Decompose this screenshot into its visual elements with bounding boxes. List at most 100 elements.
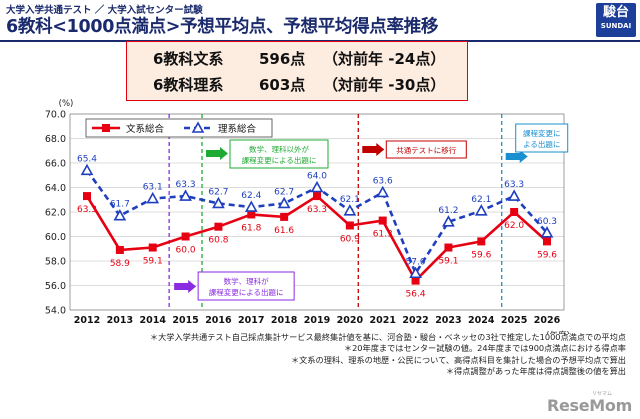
x-tick-label: 2014 [139,315,166,326]
data-label: 61.7 [110,200,130,210]
y-tick-label: 70.0 [45,110,66,121]
legend-marker-rikei [191,121,205,133]
data-label: 63.3 [176,180,196,190]
data-point-bunkei [115,245,124,254]
data-point-bunkei [411,276,420,285]
data-point-rikei [474,204,488,216]
data-point-bunkei [247,210,256,219]
data-label: 59.6 [471,250,491,260]
data-label: 61.6 [274,226,294,236]
annotation-arrow [174,280,197,293]
data-label: 56.4 [406,290,426,300]
x-tick-label: 2017 [238,315,264,326]
data-point-rikei [507,189,521,201]
summary-score: 603点 [259,76,306,94]
sundai-logo: 駿台 SUNDAI [596,3,636,37]
data-point-bunkei [280,212,289,221]
data-point-rikei [343,204,357,216]
footnotes: ＊大学入学共通テスト自己採点集計サービス最終集計値を基に、河合塾・駿台・ベネッセ… [150,332,626,377]
x-tick-label: 2015 [172,315,198,326]
annotation-text: 数学、理科が [224,276,269,286]
summary-box: 6教科文系 596点 （対前年 -24点） 6教科理系 603点 （対前年 -3… [126,41,468,101]
data-label: 57.0 [406,257,426,267]
summary-label: 6教科理系 [153,76,224,94]
data-point-bunkei [313,192,321,201]
y-axis-label: (%) [59,99,74,109]
x-tick-label: 2021 [369,315,395,326]
data-label: 63.3 [307,205,327,215]
data-point-rikei [409,266,422,279]
data-label: 62.4 [241,191,261,201]
annotation-arrow [362,143,385,156]
x-axis-label: (年度) [546,330,570,334]
data-point-bunkei [444,243,453,252]
data-point-rikei [310,180,324,193]
annotation-arrow [206,147,228,160]
data-label: 63.1 [143,183,163,193]
legend-box [85,118,273,138]
legend-marker-bunkei [102,124,110,132]
annotation-box [229,139,329,169]
x-tick-label: 2012 [74,315,100,326]
data-label: 60.3 [537,217,557,227]
data-label: 62.1 [471,195,491,205]
data-point-rikei [113,209,127,221]
x-tick-label: 2022 [402,315,428,326]
legend-label-rikei: 理系総合 [218,123,257,135]
annotation-box [515,123,569,153]
data-label: 61.8 [241,223,261,233]
footnote: ＊大学入学共通テスト自己採点集計サービス最終集計値を基に、河合塾・駿台・ベネッセ… [149,332,626,342]
header: 大学入学共通テスト ／ 大学入試センター試験 6教科<1000点満点>予想平均点… [0,0,640,44]
annotation-text: 数学、理科以外が [249,144,309,154]
footnote: ＊20年度まではセンター試験の値。24年度までは900点満点における得点率 [343,343,626,354]
page-subtitle: 大学入学共通テスト ／ 大学入試センター試験 [6,5,203,16]
data-point-rikei [179,189,192,201]
data-label: 61.3 [373,230,393,240]
data-label: 59.1 [143,257,163,267]
data-label: 65.4 [77,154,97,164]
y-tick-label: 66.0 [45,159,66,170]
y-tick-label: 64.0 [45,183,66,194]
data-point-rikei [244,200,258,212]
y-tick-label: 54.0 [45,306,66,317]
data-label: 61.2 [438,206,458,216]
legend-label-bunkei: 文系総合 [126,123,165,135]
plot-frame [69,113,565,311]
x-tick-label: 2013 [107,315,133,326]
x-tick-label: 2020 [337,315,364,326]
x-tick-label: 2016 [205,315,232,326]
logo-main-text: 駿台 [602,5,629,20]
y-tick-label: 58.0 [45,257,66,268]
y-tick-label: 68.0 [45,134,66,145]
data-point-bunkei [510,208,519,216]
data-point-bunkei [543,237,551,246]
data-point-rikei [376,185,390,198]
watermark-small: リセマム [591,391,612,397]
data-label: 59.1 [438,257,458,267]
annotation-text: 課程変更による出題に [242,155,317,165]
data-point-rikei [146,191,160,204]
data-point-rikei [540,226,554,238]
page-title: 6教科<1000点満点>予想平均点、予想平均得点率推移 [6,17,439,37]
summary-diff: （対前年 -24点） [323,50,446,68]
score-rate-line-chart: 54.0 56.0 58.0 60.0 62.0 64.0 66.0 68.0 70.0(%) 2… [45,99,570,334]
data-point-rikei [212,196,225,209]
annotation-text: 課程変更による出題に [209,287,284,297]
data-label: 59.6 [537,250,557,260]
data-label: 60.9 [340,234,360,244]
data-label: 63.3 [77,205,97,215]
data-point-rikei [80,163,94,176]
resemom-watermark: ReseMom [546,396,632,415]
data-point-rikei [442,215,455,227]
data-label: 63.3 [504,180,524,190]
data-label: 62.7 [274,187,294,197]
data-label: 64.0 [307,172,327,182]
annotation-box [197,271,295,301]
data-point-bunkei [214,222,223,231]
data-point-bunkei [345,221,354,230]
logo-sub-text: SUNDAI [600,22,632,30]
x-tick-label: 2026 [534,315,561,326]
annotation-text: よる出題に [523,139,560,149]
x-tick-label: 2019 [304,315,330,326]
annotation-arrow [505,150,528,163]
